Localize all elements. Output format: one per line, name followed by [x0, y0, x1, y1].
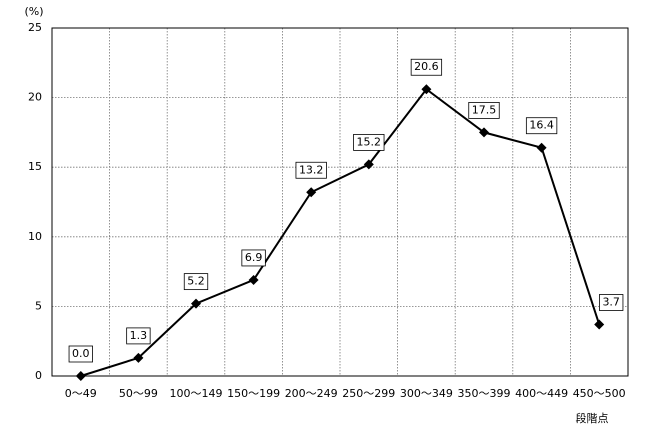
marker [594, 319, 605, 330]
y-tick-label: 10 [28, 230, 42, 243]
data-label-group: 0.0 [68, 345, 93, 363]
data-label-box [126, 327, 151, 345]
marker [248, 274, 259, 285]
data-label-group: 5.2 [183, 273, 209, 291]
x-tick-label: 200～249 [285, 387, 338, 400]
data-label: 6.9 [245, 251, 263, 264]
x-tick-label: 450～500 [573, 387, 626, 400]
x-tick-label: 350～399 [458, 387, 511, 400]
x-tick-label: 400～449 [515, 387, 568, 400]
marker [479, 127, 489, 138]
data-label: 5.2 [187, 275, 205, 288]
data-label-box [68, 345, 93, 363]
x-tick-label: 50～99 [119, 387, 158, 400]
y-tick-label: 15 [28, 160, 42, 173]
marker [536, 142, 547, 153]
data-label-group: 3.7 [599, 294, 624, 311]
marker [191, 298, 201, 309]
data-label: 20.6 [414, 60, 439, 73]
data-label: 15.2 [357, 135, 382, 148]
x-tick-label: 250～299 [342, 387, 395, 400]
data-label-group: 6.9 [241, 249, 266, 267]
marker [363, 159, 374, 170]
data-label-group: 17.5 [468, 102, 500, 119]
x-axis-label: 段階点 [576, 411, 609, 425]
data-label-box [468, 102, 500, 119]
data-label: 16.4 [529, 119, 554, 132]
data-label-box [525, 117, 558, 135]
marker [421, 84, 432, 95]
data-label-box [183, 273, 209, 291]
data-label-box [295, 161, 327, 179]
marker [75, 371, 86, 381]
data-label: 1.3 [130, 329, 148, 342]
data-label-box [241, 249, 266, 267]
data-label-box [410, 58, 443, 76]
y-tick-label: 20 [28, 91, 42, 104]
data-label-group: 16.4 [525, 117, 558, 135]
data-label-box [353, 134, 385, 151]
data-label-group: 1.3 [126, 327, 151, 345]
data-label: 3.7 [602, 295, 620, 308]
x-tick-label: 100～149 [170, 387, 223, 400]
y-axis-label: (%) [24, 5, 43, 18]
data-label-group: 20.6 [410, 58, 443, 76]
data-label-box [599, 294, 624, 311]
plot-frame [51, 27, 629, 377]
x-tick-label: 300～349 [400, 387, 453, 400]
marker [133, 352, 144, 363]
x-tick-label: 150～199 [227, 387, 280, 400]
x-tick-label: 0～49 [65, 387, 97, 400]
data-label-group: 13.2 [295, 161, 327, 179]
data-label: 0.0 [72, 347, 90, 360]
y-tick-label: 5 [35, 299, 42, 312]
y-tick-label: 25 [28, 21, 42, 34]
data-label: 17.5 [472, 103, 497, 116]
data-label: 13.2 [299, 163, 324, 176]
marker [306, 187, 317, 198]
y-tick-label: 0 [35, 369, 42, 382]
data-label-group: 15.2 [353, 134, 385, 151]
line [80, 87, 601, 377]
